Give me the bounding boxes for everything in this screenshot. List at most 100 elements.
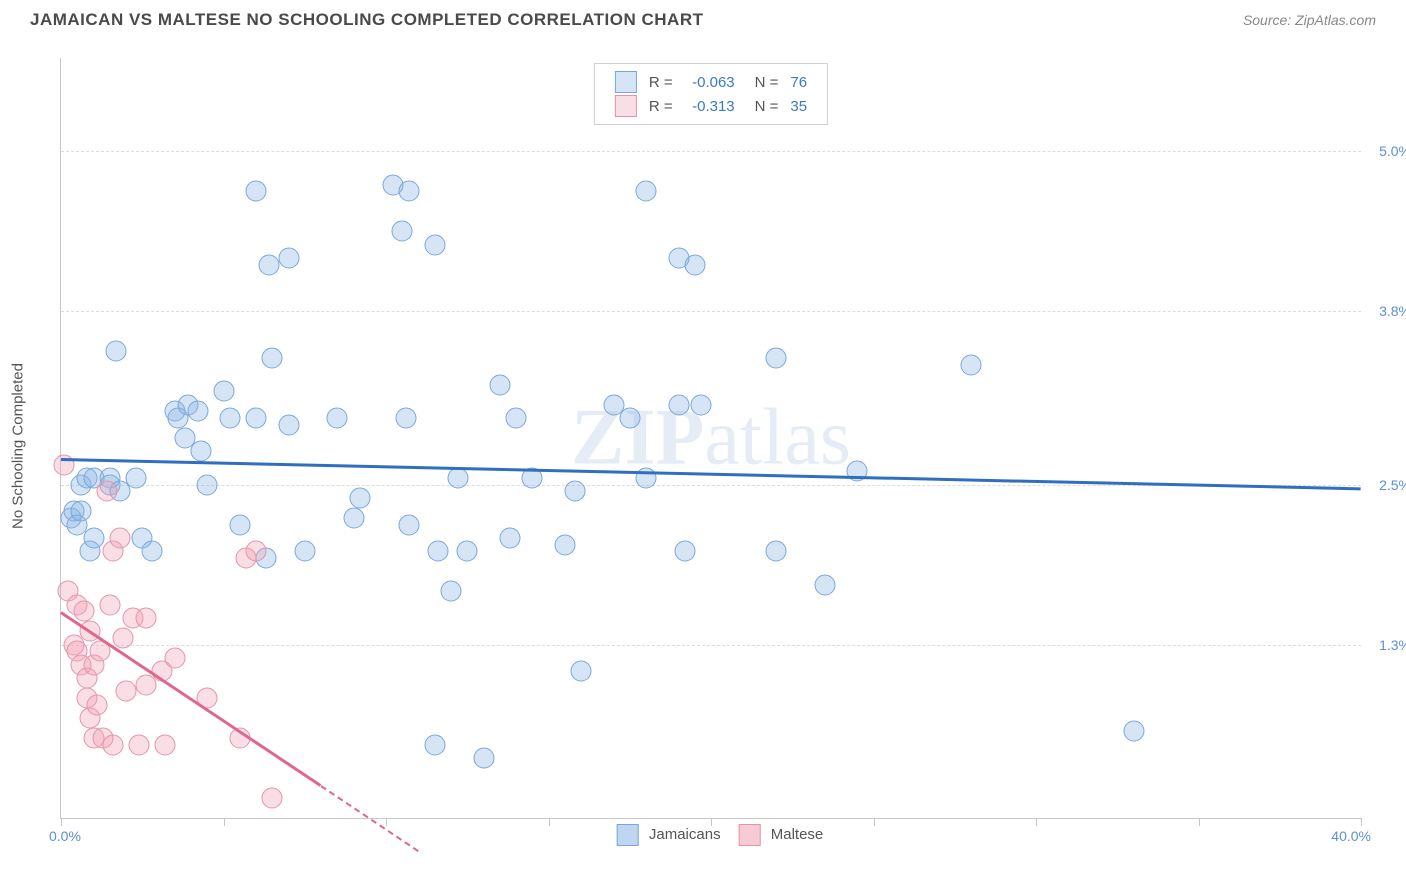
series-legend: Jamaicans Maltese <box>599 824 824 846</box>
data-point <box>636 181 657 202</box>
data-point <box>398 514 419 535</box>
data-point <box>190 441 211 462</box>
x-tick <box>874 818 875 826</box>
data-point <box>428 541 449 562</box>
x-tick <box>1036 818 1037 826</box>
data-point <box>229 514 250 535</box>
data-point <box>246 541 267 562</box>
gridline <box>61 645 1361 646</box>
x-axis-max-label: 40.0% <box>1331 828 1371 844</box>
data-point <box>473 748 494 769</box>
data-point <box>327 408 348 429</box>
data-point <box>489 374 510 395</box>
data-point <box>135 608 156 629</box>
legend-swatch <box>615 71 637 93</box>
data-point <box>83 528 104 549</box>
data-point <box>278 414 299 435</box>
correlation-legend: R =-0.063N =76R =-0.313N =35 <box>594 63 828 125</box>
n-value: 76 <box>784 70 813 94</box>
data-point <box>142 541 163 562</box>
data-point <box>70 501 91 522</box>
y-tick-label: 2.5% <box>1379 477 1406 493</box>
chart-header: JAMAICAN VS MALTESE NO SCHOOLING COMPLET… <box>0 0 1406 38</box>
data-point <box>262 788 283 809</box>
gridline <box>61 151 1361 152</box>
data-point <box>814 574 835 595</box>
data-point <box>278 248 299 269</box>
x-tick <box>224 818 225 826</box>
data-point <box>86 694 107 715</box>
data-point <box>554 534 575 555</box>
data-point <box>571 661 592 682</box>
r-value: -0.313 <box>679 94 741 118</box>
data-point <box>125 468 146 489</box>
data-point <box>220 408 241 429</box>
data-point <box>259 254 280 275</box>
data-point <box>246 408 267 429</box>
data-point <box>441 581 462 602</box>
scatter-plot-area: ZIPatlas R =-0.063N =76R =-0.313N =35 Ja… <box>60 58 1361 819</box>
data-point <box>112 628 133 649</box>
legend-label: Maltese <box>767 826 824 843</box>
data-point <box>424 234 445 255</box>
legend-swatch <box>617 824 639 846</box>
data-point <box>619 408 640 429</box>
data-point <box>246 181 267 202</box>
x-tick <box>711 818 712 826</box>
data-point <box>766 541 787 562</box>
data-point <box>447 468 468 489</box>
gridline <box>61 311 1361 312</box>
data-point <box>213 381 234 402</box>
x-tick <box>1199 818 1200 826</box>
data-point <box>116 681 137 702</box>
data-point <box>103 734 124 755</box>
legend-label: Jamaicans <box>645 826 721 843</box>
x-axis-min-label: 0.0% <box>49 828 81 844</box>
x-tick <box>1361 818 1362 826</box>
data-point <box>668 248 689 269</box>
data-point <box>506 408 527 429</box>
data-point <box>343 508 364 529</box>
data-point <box>155 734 176 755</box>
data-point <box>1123 721 1144 742</box>
source-attribution: Source: ZipAtlas.com <box>1243 12 1376 28</box>
data-point <box>129 734 150 755</box>
data-point <box>109 528 130 549</box>
data-point <box>398 181 419 202</box>
r-value: -0.063 <box>679 70 741 94</box>
y-tick-label: 1.3% <box>1379 637 1406 653</box>
data-point <box>106 341 127 362</box>
x-tick <box>61 818 62 826</box>
data-point <box>675 541 696 562</box>
data-point <box>457 541 478 562</box>
data-point <box>197 474 218 495</box>
data-point <box>847 461 868 482</box>
data-point <box>96 481 117 502</box>
y-tick-label: 3.8% <box>1379 303 1406 319</box>
data-point <box>668 394 689 415</box>
y-tick-label: 5.0% <box>1379 143 1406 159</box>
data-point <box>99 594 120 615</box>
legend-swatch <box>739 824 761 846</box>
data-point <box>499 528 520 549</box>
chart-title: JAMAICAN VS MALTESE NO SCHOOLING COMPLET… <box>30 10 704 30</box>
data-point <box>424 734 445 755</box>
data-point <box>294 541 315 562</box>
legend-row: R =-0.063N =76 <box>609 70 813 94</box>
y-axis-label: No Schooling Completed <box>10 363 27 529</box>
data-point <box>73 601 94 622</box>
data-point <box>961 354 982 375</box>
data-point <box>395 408 416 429</box>
data-point <box>164 648 185 669</box>
n-value: 35 <box>784 94 813 118</box>
data-point <box>262 348 283 369</box>
data-point <box>187 401 208 422</box>
data-point <box>766 348 787 369</box>
trend-line <box>320 785 419 852</box>
x-tick <box>549 818 550 826</box>
legend-swatch <box>615 95 637 117</box>
data-point <box>350 488 371 509</box>
data-point <box>691 394 712 415</box>
x-tick <box>386 818 387 826</box>
data-point <box>392 221 413 242</box>
